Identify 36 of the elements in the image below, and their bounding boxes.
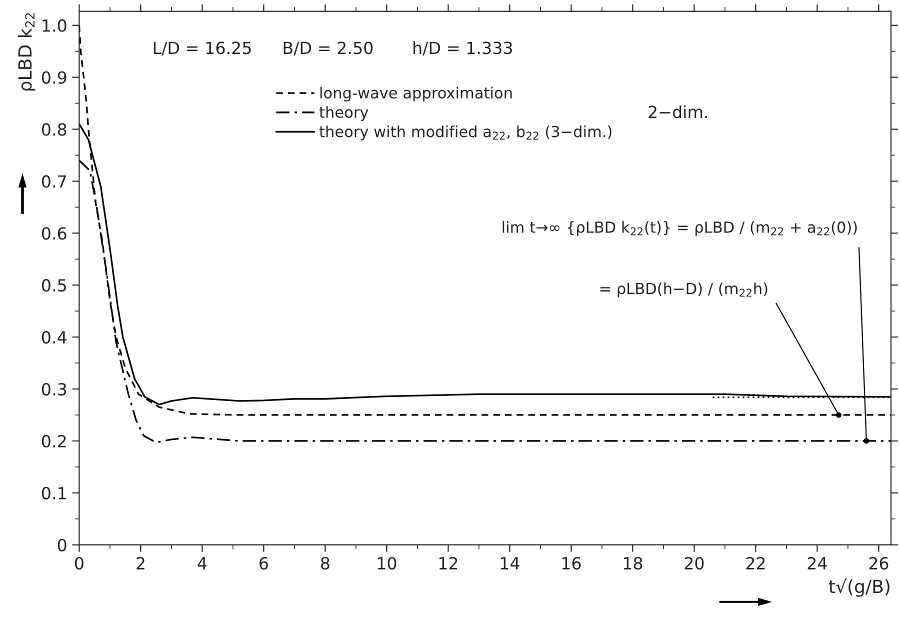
annotation: h/D = 1.333 (414, 41, 512, 56)
annotation: 2−dim. (648, 105, 707, 118)
x-tick-label: 22 (746, 556, 765, 570)
y-tick-label: 0.8 (42, 123, 66, 136)
x-tick-label: 24 (808, 556, 827, 570)
x-tick-label: 0 (74, 556, 84, 570)
y-tick-label: 0.6 (42, 227, 66, 240)
legend-label: theory (319, 106, 368, 121)
y-tick-label: 0.9 (42, 71, 66, 84)
x-tick-label: 20 (684, 556, 704, 570)
x-tick-label: 8 (321, 556, 330, 570)
x-tick-label: 14 (500, 557, 520, 570)
y-axis-title: ρLBD k$_{22}$ (18, 13, 36, 91)
x-tick-label: 10 (378, 556, 396, 570)
x-tick-label: 4 (198, 557, 207, 570)
y-tick-label: 0.2 (42, 434, 66, 448)
x-tick-label: 18 (624, 556, 642, 570)
legend-label: long-wave approximation (320, 86, 512, 102)
x-tick-label: 12 (439, 556, 458, 570)
y-tick-label: 1.0 (42, 19, 66, 32)
x-tick-label: 16 (562, 556, 581, 570)
x-tick-label: 2 (136, 556, 144, 570)
x-tick-label: 26 (869, 556, 888, 570)
annotation: B/D = 2.50 (284, 42, 373, 56)
y-tick-label: 0.4 (42, 331, 66, 344)
y-tick-label: 0 (58, 538, 66, 552)
annotation: lim t→∞ {ρLBD k$_{22}$(t)} = ρLBD / (m$_{22}$ + a$_{22}$(0)) (502, 221, 857, 236)
y-tick-label: 0.3 (42, 382, 66, 396)
annotation: = ρLBD(h−D) / (m$_{22}$h) (600, 282, 768, 298)
legend-label: theory with modified a$_{22}$, b$_{22}$ (3−dim.) (319, 126, 612, 140)
y-tick-label: 0.1 (42, 486, 66, 500)
annotation: L/D = 16.25 (154, 42, 251, 56)
y-tick-label: 0.7 (42, 175, 66, 188)
y-tick-label: 0.5 (42, 279, 66, 292)
x-axis-title: t√(g/B) (828, 578, 890, 597)
x-tick-label: 6 (260, 556, 268, 570)
